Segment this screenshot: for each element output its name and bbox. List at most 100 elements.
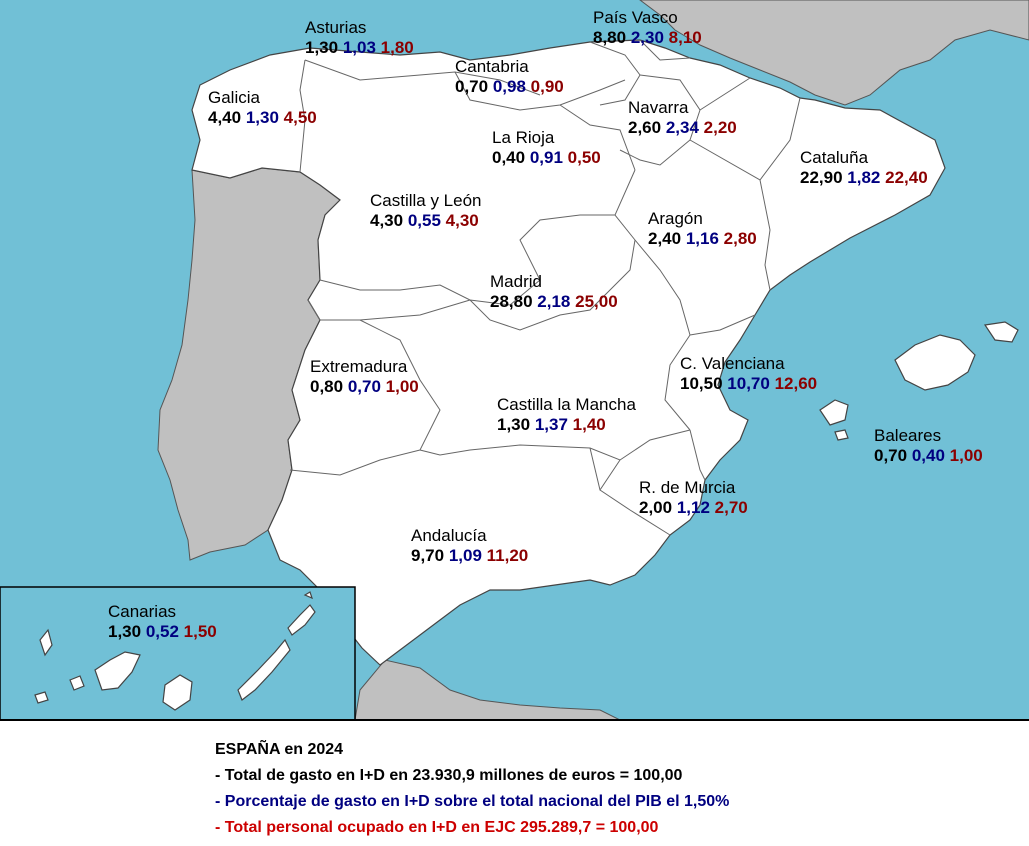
region-values: 2,60 2,34 2,20 [628,118,737,138]
island-graciosa [303,591,313,600]
region-values: 0,70 0,98 0,90 [455,77,564,97]
legend-line-pib: - Porcentaje de gasto en I+D sobre el to… [215,793,730,810]
region-name: Aragón [648,209,703,228]
value-gasto: 9,70 [411,546,445,565]
region-label-murcia: R. de Murcia 2,00 1,12 2,70 [639,478,748,518]
value-pib: 1,12 [676,498,710,517]
value-pib: 2,34 [665,118,699,137]
value-personal: 1,50 [183,622,217,641]
region-name: Extremadura [310,357,408,376]
island-la-palma [39,628,53,657]
value-personal: 1,00 [949,446,983,465]
value-pib: 0,70 [347,377,381,396]
region-label-asturias: Asturias 1,30 1,03 1,80 [305,18,414,58]
value-gasto: 0,70 [455,77,489,96]
value-personal: 1,80 [380,38,414,57]
legend-panel: ESPAÑA en 2024 - Total de gasto en I+D e… [0,719,1029,846]
value-gasto: 2,00 [639,498,673,517]
region-label-cantabria: Cantabria 0,70 0,98 0,90 [455,57,564,97]
region-values: 2,00 1,12 2,70 [639,498,748,518]
region-values: 1,30 1,37 1,40 [497,415,636,435]
value-pib: 0,40 [911,446,945,465]
region-label-cataluna: Cataluña 22,90 1,82 22,40 [800,148,928,188]
region-values: 2,40 1,16 2,80 [648,229,757,249]
region-name: Castilla y León [370,191,482,210]
region-name: País Vasco [593,8,678,27]
region-values: 0,70 0,40 1,00 [874,446,983,466]
value-gasto: 22,90 [800,168,843,187]
region-label-andalucia: Andalucía 9,70 1,09 11,20 [411,526,528,566]
value-gasto: 0,40 [492,148,526,167]
legend-line-personal: - Total personal ocupado en I+D en EJC 2… [215,819,659,836]
value-personal: 4,50 [283,108,317,127]
value-pib: 1,30 [245,108,279,127]
value-gasto: 2,40 [648,229,682,248]
value-personal: 2,70 [714,498,748,517]
island-tenerife [94,651,141,691]
value-pib: 1,03 [342,38,376,57]
island-formentera [834,429,849,441]
value-gasto: 4,30 [370,211,404,230]
island-lanzarote [287,604,316,636]
region-borders [289,39,801,536]
value-pib: 0,98 [492,77,526,96]
island-fuerteventura [237,638,291,701]
legend-line-gasto: - Total de gasto en I+D en 23.930,9 mill… [215,767,683,784]
region-label-la-rioja: La Rioja 0,40 0,91 0,50 [492,128,601,168]
region-name: Cantabria [455,57,529,76]
value-personal: 2,20 [703,118,737,137]
value-pib: 1,82 [847,168,881,187]
france-land [639,0,1029,106]
value-pib: 10,70 [727,374,770,393]
value-pib: 0,55 [407,211,441,230]
value-personal: 0,90 [530,77,564,96]
region-values: 0,40 0,91 0,50 [492,148,601,168]
region-name: Castilla la Mancha [497,395,636,414]
value-pib: 1,16 [685,229,719,248]
value-personal: 12,60 [774,374,818,393]
value-gasto: 28,80 [490,292,533,311]
value-personal: 1,40 [572,415,606,434]
region-name: Asturias [305,18,367,37]
value-pib: 2,18 [537,292,571,311]
region-label-madrid: Madrid 28,80 2,18 25,00 [490,272,618,312]
island-menorca [983,321,1019,343]
region-name: Madrid [490,272,542,291]
value-personal: 0,50 [567,148,601,167]
value-gasto: 8,80 [593,28,627,47]
region-label-baleares: Baleares 0,70 0,40 1,00 [874,426,983,466]
region-label-c-valenciana: C. Valenciana 10,50 10,70 12,60 [680,354,817,394]
value-personal: 1,00 [385,377,419,396]
value-pib: 0,52 [145,622,179,641]
value-personal: 2,80 [723,229,757,248]
island-mallorca [894,334,976,391]
value-gasto: 0,70 [874,446,908,465]
value-personal: 25,00 [575,292,618,311]
value-personal: 8,10 [668,28,702,47]
value-gasto: 2,60 [628,118,662,137]
region-values: 4,30 0,55 4,30 [370,211,482,231]
region-name: Navarra [628,98,689,117]
region-label-navarra: Navarra 2,60 2,34 2,20 [628,98,737,138]
region-values: 4,40 1,30 4,50 [208,108,317,128]
region-name: Andalucía [411,526,487,545]
value-personal: 11,20 [486,546,529,565]
value-pib: 0,91 [529,148,563,167]
value-gasto: 4,40 [208,108,242,127]
value-pib: 1,37 [534,415,568,434]
region-name: C. Valenciana [680,354,785,373]
legend-lines: ESPAÑA en 2024 - Total de gasto en I+D e… [215,737,729,841]
region-name: Canarias [108,602,177,621]
region-label-pais-vasco: País Vasco 8,80 2,30 8,10 [593,8,702,48]
value-personal: 22,40 [885,168,928,187]
region-label-aragon: Aragón 2,40 1,16 2,80 [648,209,757,249]
map-area: Asturias 1,30 1,03 1,80 País Vasco 8,80 … [0,0,1029,720]
map-svg [0,0,1029,720]
island-ibiza [819,399,849,426]
region-name: R. de Murcia [639,478,736,497]
value-personal: 4,30 [445,211,479,230]
value-gasto: 0,80 [310,377,344,396]
legend-title: ESPAÑA en 2024 [215,741,344,758]
value-gasto: 1,30 [108,622,142,641]
value-pib: 1,09 [448,546,482,565]
